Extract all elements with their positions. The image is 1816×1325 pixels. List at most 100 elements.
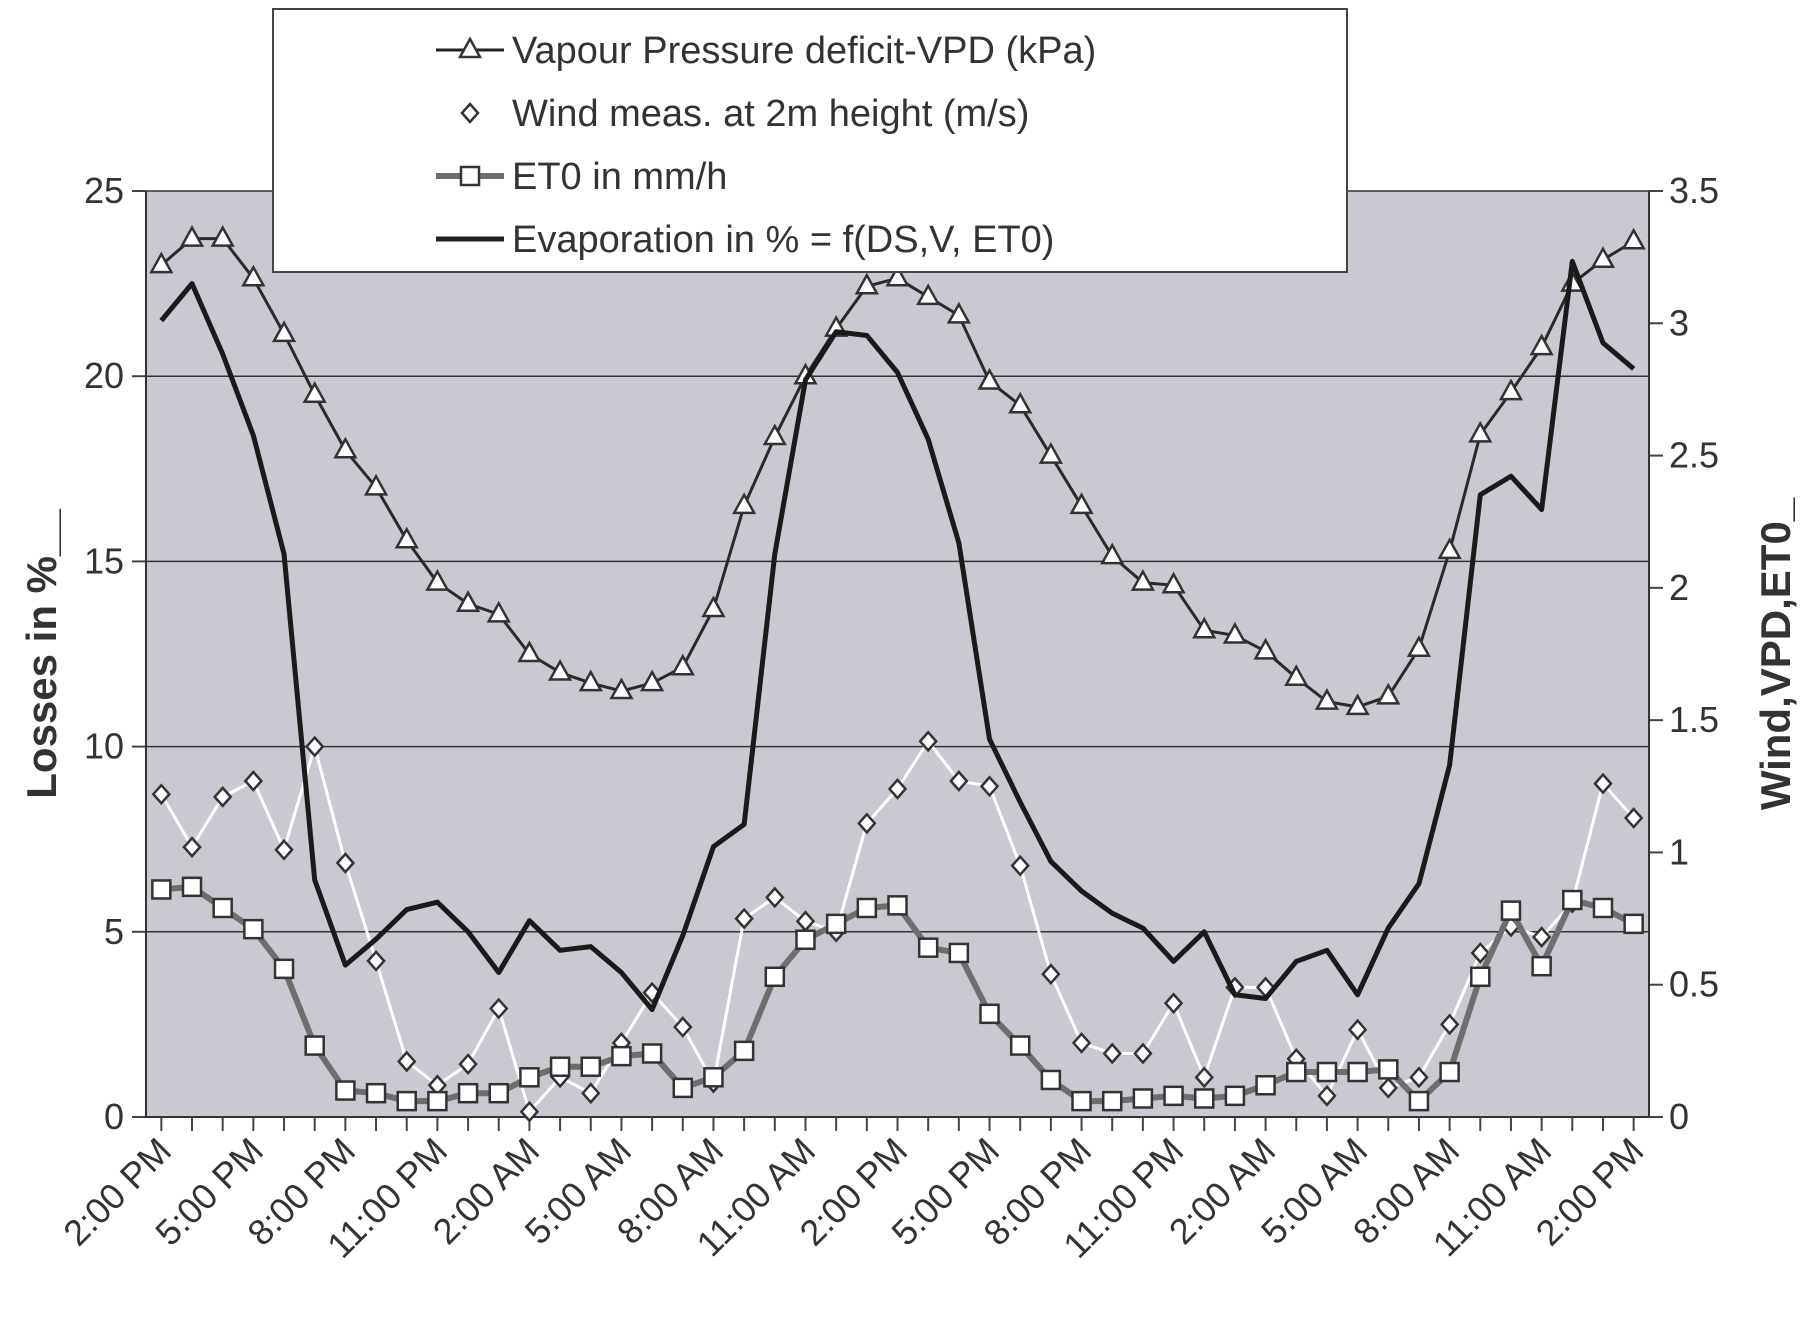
vpd-marker [1529,333,1554,356]
et0-marker [1347,1061,1368,1083]
vpd-marker [977,367,1002,390]
vpd-marker [609,677,634,700]
y-axis-label: Losses in %__ [18,509,65,799]
et0-marker [335,1080,356,1101]
et0-marker [427,1090,448,1112]
wind-marker [1071,1032,1092,1054]
et0-marker [396,1090,417,1112]
wind-marker [460,102,480,124]
vpd-marker [271,320,297,343]
et0-marker [1439,1061,1460,1083]
vpd-marker [1314,688,1340,710]
et0-marker [1500,900,1522,921]
vpd-marker [946,301,971,324]
vpd-marker [1284,664,1309,687]
vpd-marker [670,653,695,676]
et0-marker [1316,1061,1338,1083]
wind-marker [1163,992,1184,1015]
et0-marker [212,897,233,919]
wind-marker [1623,807,1644,829]
y2-tick-label: 1.5 [1669,699,1719,740]
wind-marker [1010,854,1030,877]
wind-marker [1378,1077,1398,1099]
y2-tick-label: 3.5 [1669,170,1719,211]
et0-marker [611,1045,632,1067]
series [149,225,1646,716]
y-tick-label: 15 [84,540,124,581]
legend-box [272,8,1348,273]
vpd-marker [1253,637,1278,660]
wind-marker [1347,1018,1368,1041]
et0-marker [672,1077,694,1099]
et0-marker [1071,1090,1092,1112]
wind-marker [1102,1042,1122,1065]
wind-marker [458,1053,478,1075]
wind-marker [979,775,1000,798]
wind-marker [673,1016,693,1038]
vpd-marker [333,436,358,459]
et0-marker [365,1082,387,1104]
wind-marker [274,838,294,861]
et0-marker [1531,955,1552,977]
vpd-marker [179,225,205,247]
vpd-marker [1130,568,1156,591]
wind-marker [887,778,908,800]
y2-tick-label: 0 [1669,1096,1689,1137]
et0-marker [1408,1090,1430,1112]
et0-marker [1592,897,1614,919]
et0-marker [641,1043,663,1064]
wind-marker [765,886,785,909]
wind-marker [949,770,969,792]
et0-marker [1101,1090,1123,1112]
et0-marker [825,913,847,935]
et0-marker [1193,1088,1215,1109]
vpd-marker [517,640,542,663]
wind-marker [305,735,325,758]
et0-marker [457,1082,479,1104]
legend-label: ET0 in mm/h [512,156,727,198]
et0-marker [1286,1061,1307,1083]
wind-marker [366,950,386,972]
et0-marker [1623,913,1644,935]
vpd-marker [241,264,266,287]
plot-area [145,190,1650,1118]
wind-marker [489,997,509,1020]
vpd-marker [701,595,726,618]
vpd-marker [210,225,235,247]
wind-marker [581,1082,601,1105]
vpd-marker [639,669,665,692]
vpd-marker [1100,542,1125,565]
et0-marker [917,937,939,958]
et0-marker [1224,1085,1246,1107]
vpd-marker [1345,693,1370,716]
wind-marker [1317,1084,1337,1107]
y2-axis-label: Wind,VPD,ET0_ [1752,497,1799,810]
legend-label: Vapour Pressure deficit-VPD (kPa) [512,30,1096,72]
vpd-marker [854,272,879,295]
vpd-marker [762,423,787,446]
wind-marker [1041,963,1061,986]
et0-marker [488,1082,509,1104]
et0-marker [304,1035,325,1056]
vpd-marker [1038,441,1063,464]
vpd-marker [578,669,603,692]
et0-marker [273,958,295,980]
y-tick-label: 5 [104,911,124,952]
wind-marker [1409,1066,1429,1089]
et0-marker [948,942,970,964]
et0-marker [243,918,264,940]
y2-tick-label: 2 [1669,567,1689,608]
vpd-marker [149,251,174,274]
series-line [159,258,1636,1013]
legend-label: Evaporation in % = f(DS,V, ET0) [512,219,1054,261]
vpd-marker [1498,378,1524,401]
vpd-marker [1008,391,1033,414]
vpd-marker [363,473,389,496]
wind-marker [918,730,938,753]
series [159,258,1636,1013]
et0-marker [795,929,816,950]
vpd-marker [1437,537,1462,560]
wind-marker [1194,1066,1214,1089]
vpd-marker [425,568,450,591]
